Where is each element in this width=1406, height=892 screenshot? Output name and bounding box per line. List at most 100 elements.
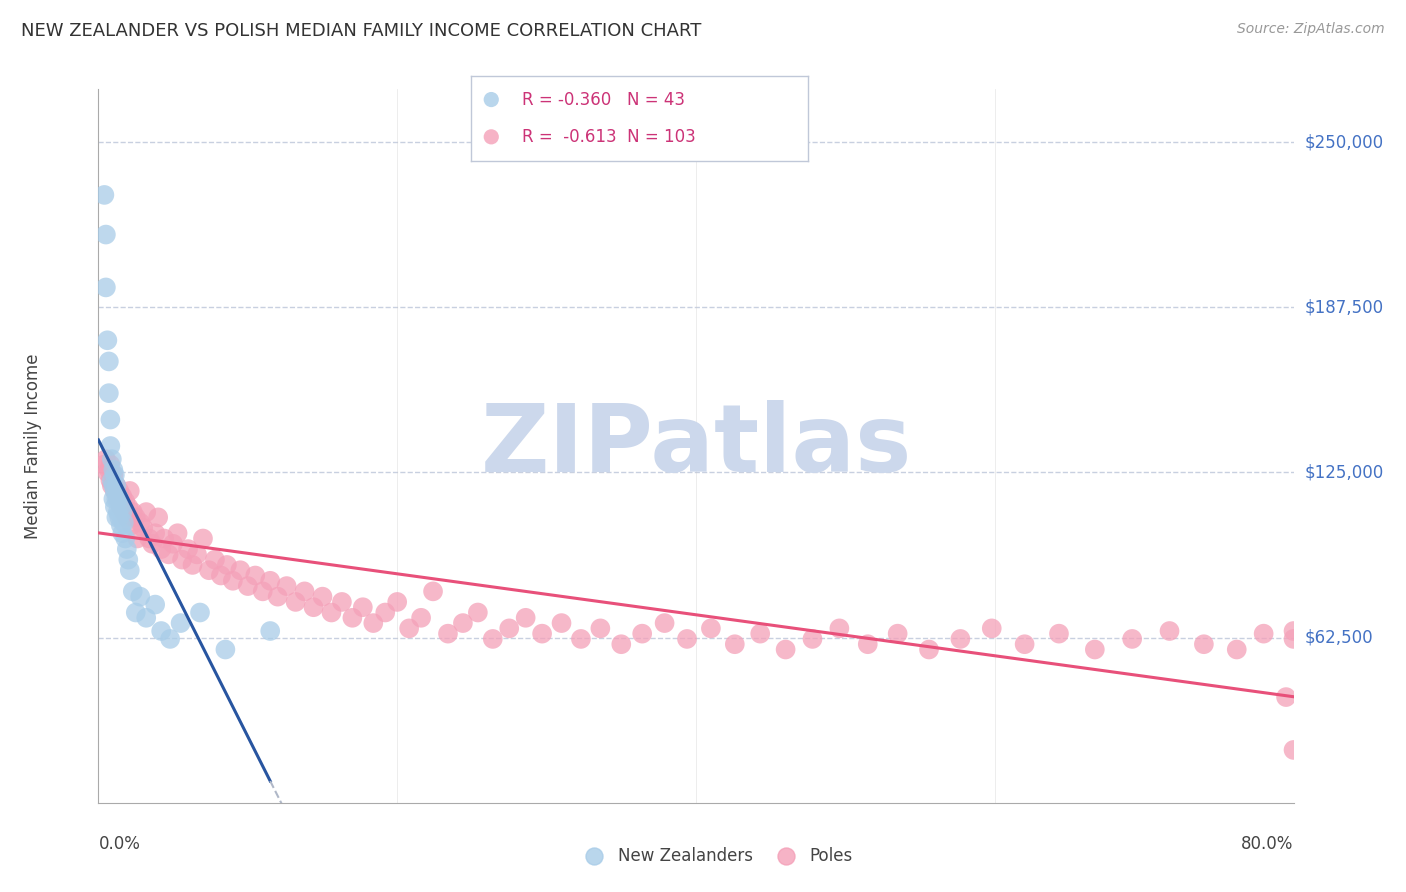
Point bbox=[700, 621, 723, 635]
Text: 80.0%: 80.0% bbox=[1241, 835, 1294, 853]
Point bbox=[103, 463, 125, 477]
Point bbox=[104, 483, 127, 498]
Point bbox=[98, 458, 122, 472]
Point bbox=[112, 516, 135, 530]
Text: Poles: Poles bbox=[810, 847, 853, 865]
Point bbox=[515, 611, 537, 625]
Point bbox=[479, 129, 502, 144]
Point bbox=[94, 280, 117, 294]
Text: $125,000: $125,000 bbox=[1305, 464, 1384, 482]
Point bbox=[385, 595, 409, 609]
Point bbox=[498, 621, 520, 635]
Point bbox=[245, 568, 267, 582]
Point bbox=[98, 439, 122, 453]
Point bbox=[302, 600, 325, 615]
Point bbox=[97, 354, 120, 368]
Point bbox=[451, 616, 474, 631]
Point bbox=[398, 621, 420, 635]
Point bbox=[886, 626, 908, 640]
Point bbox=[132, 521, 155, 535]
Point bbox=[104, 468, 127, 483]
Point bbox=[148, 510, 170, 524]
Point bbox=[111, 526, 134, 541]
Point bbox=[110, 500, 132, 514]
Point bbox=[775, 642, 797, 657]
Point bbox=[749, 626, 772, 640]
Point bbox=[342, 611, 364, 625]
Point bbox=[1275, 690, 1298, 704]
Point bbox=[117, 552, 139, 566]
Text: $187,500: $187,500 bbox=[1305, 298, 1384, 317]
Point bbox=[103, 468, 125, 483]
Point bbox=[94, 227, 117, 242]
Point bbox=[125, 606, 148, 620]
Point bbox=[135, 505, 157, 519]
Point bbox=[374, 606, 396, 620]
Point bbox=[1047, 626, 1070, 640]
Point bbox=[267, 590, 290, 604]
Point bbox=[96, 466, 118, 480]
Point bbox=[481, 632, 505, 646]
Point bbox=[236, 579, 259, 593]
Point bbox=[828, 621, 851, 635]
Point bbox=[1226, 642, 1249, 657]
Point bbox=[1253, 626, 1275, 640]
Point bbox=[610, 637, 633, 651]
Point bbox=[121, 584, 143, 599]
Point bbox=[422, 584, 444, 599]
Point bbox=[143, 598, 166, 612]
Point bbox=[259, 624, 281, 638]
Point bbox=[1014, 637, 1036, 651]
Point bbox=[157, 547, 180, 561]
Text: ZIPatlas: ZIPatlas bbox=[481, 400, 911, 492]
Point bbox=[166, 526, 188, 541]
Point bbox=[321, 606, 343, 620]
Point bbox=[918, 642, 941, 657]
Point bbox=[531, 626, 554, 640]
Point bbox=[222, 574, 245, 588]
Point bbox=[105, 478, 128, 492]
Point bbox=[172, 552, 194, 566]
Point bbox=[96, 333, 118, 347]
Point bbox=[110, 500, 132, 514]
Point bbox=[112, 505, 135, 519]
Point bbox=[801, 632, 824, 646]
Point bbox=[105, 478, 128, 492]
Point bbox=[108, 483, 131, 498]
Point bbox=[198, 563, 221, 577]
Point bbox=[311, 590, 333, 604]
Point bbox=[108, 510, 131, 524]
Point bbox=[437, 626, 460, 640]
Point bbox=[204, 552, 226, 566]
Text: Median Family Income: Median Family Income bbox=[24, 353, 42, 539]
Point bbox=[294, 584, 316, 599]
Point bbox=[103, 478, 125, 492]
Point bbox=[114, 494, 136, 508]
Point bbox=[177, 542, 200, 557]
Point bbox=[188, 606, 211, 620]
Point bbox=[94, 452, 117, 467]
Point bbox=[105, 510, 128, 524]
Point bbox=[117, 500, 139, 514]
Text: $62,500: $62,500 bbox=[1305, 629, 1374, 647]
Point bbox=[107, 489, 129, 503]
Text: NEW ZEALANDER VS POLISH MEDIAN FAMILY INCOME CORRELATION CHART: NEW ZEALANDER VS POLISH MEDIAN FAMILY IN… bbox=[21, 22, 702, 40]
Point bbox=[115, 542, 138, 557]
Point bbox=[120, 518, 142, 533]
Point bbox=[115, 510, 138, 524]
Point bbox=[118, 483, 141, 498]
Text: R =  -0.613  N = 103: R = -0.613 N = 103 bbox=[522, 128, 696, 145]
Point bbox=[143, 526, 166, 541]
Point bbox=[215, 558, 238, 572]
Point bbox=[97, 386, 120, 401]
Point bbox=[111, 489, 134, 503]
Point bbox=[229, 563, 252, 577]
Point bbox=[654, 616, 676, 631]
Point bbox=[980, 621, 1002, 635]
Point bbox=[141, 537, 163, 551]
Point bbox=[856, 637, 879, 651]
Point bbox=[1121, 632, 1143, 646]
Point bbox=[101, 474, 124, 488]
Point bbox=[1084, 642, 1107, 657]
Point bbox=[129, 590, 152, 604]
